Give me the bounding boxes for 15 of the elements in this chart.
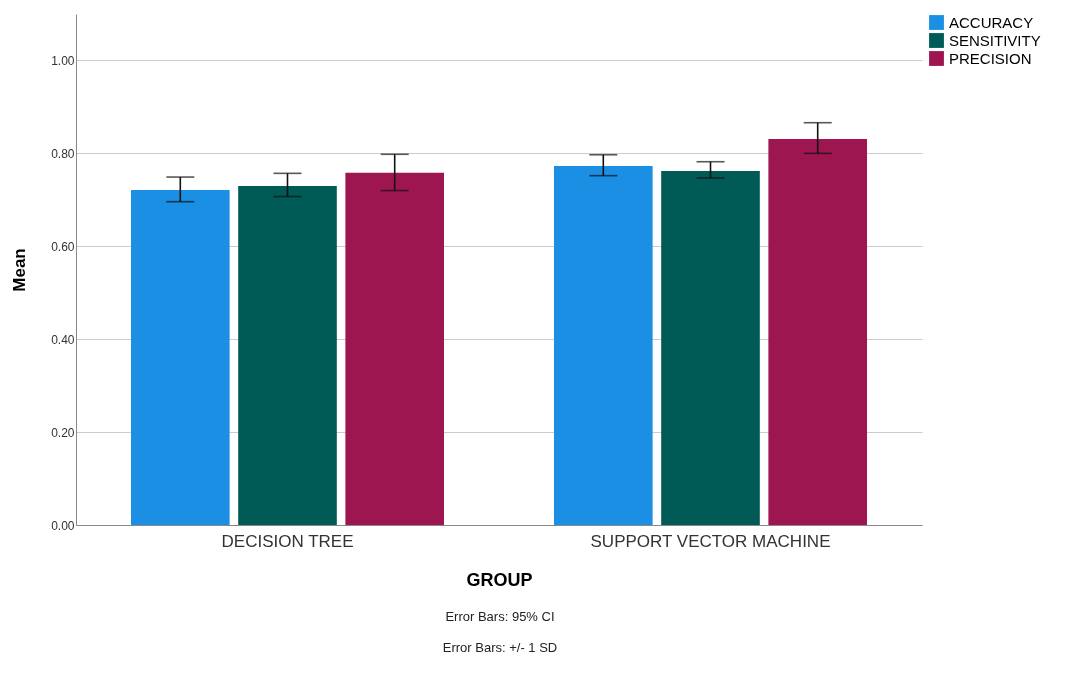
x-tick-label: SUPPORT VECTOR MACHINE: [590, 531, 831, 551]
x-tick-label: DECISION TREE: [221, 531, 354, 551]
text: Error Bars: 95% CI: [444, 609, 556, 624]
text: Error Bars: +/- 1 SD: [441, 640, 559, 655]
y-tick-label: 0.00: [51, 518, 75, 533]
legend-label: ACCURACY: [949, 13, 1034, 31]
y-tick-label: 0.20: [51, 425, 75, 440]
legend-label: SENSITIVITY: [949, 31, 1041, 49]
y-tick-label: 1.00: [51, 53, 75, 68]
x-axis-title: GROUP: [466, 569, 533, 590]
y-tick-label: 0.40: [51, 332, 75, 347]
y-tick-label: 0.80: [51, 146, 75, 161]
y-tick-label: 0.60: [51, 239, 75, 254]
y-axis-title: Mean: [10, 248, 30, 292]
legend-label: PRECISION: [949, 49, 1032, 67]
